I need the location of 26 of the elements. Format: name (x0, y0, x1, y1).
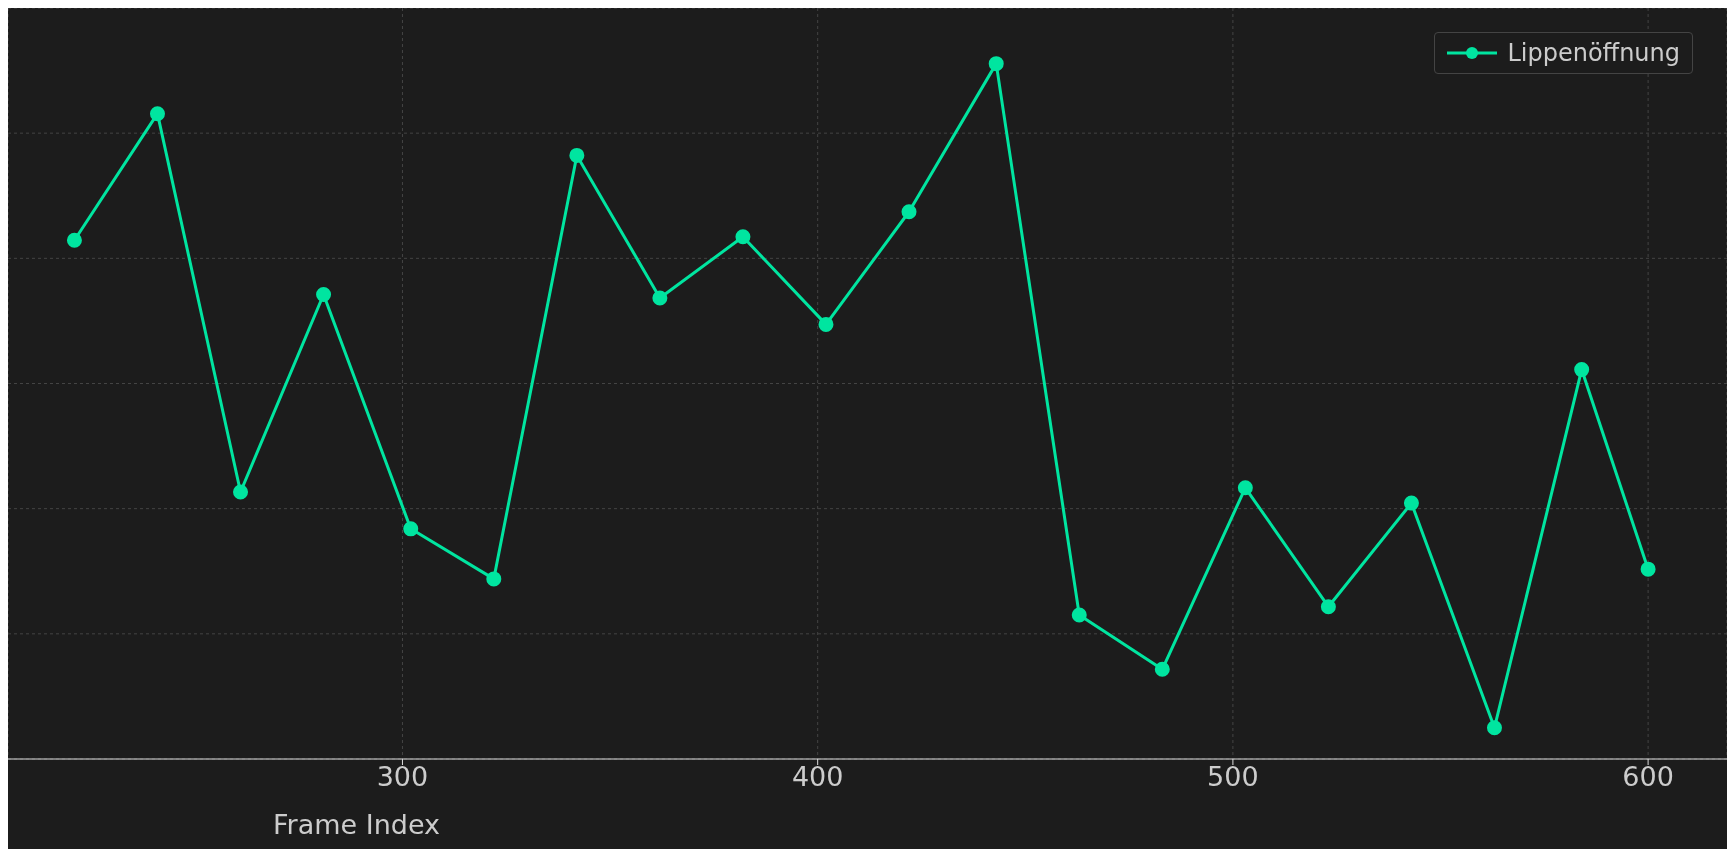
x-tick-label: 600 (1622, 761, 1674, 793)
point (1486, 720, 1502, 736)
x-axis-title: Frame Index (273, 809, 441, 840)
point (233, 484, 249, 500)
point (1071, 607, 1087, 623)
point (1320, 599, 1336, 615)
point (316, 286, 332, 302)
point (486, 571, 502, 587)
point (66, 232, 82, 248)
point (1154, 661, 1170, 677)
point (818, 316, 834, 332)
point (1574, 362, 1590, 378)
point (403, 521, 419, 537)
point (569, 147, 585, 163)
point (652, 290, 668, 306)
point (1237, 480, 1253, 496)
legend-label: Lippenöffnung (1507, 39, 1680, 67)
point (149, 106, 165, 122)
x-tick-label: 500 (1207, 761, 1259, 793)
point (1640, 561, 1656, 577)
x-tick-label: 400 (791, 761, 844, 793)
point (1403, 495, 1419, 511)
point (988, 56, 1004, 72)
point (901, 204, 917, 220)
x-tick-label: 300 (376, 761, 429, 793)
point (735, 229, 751, 245)
